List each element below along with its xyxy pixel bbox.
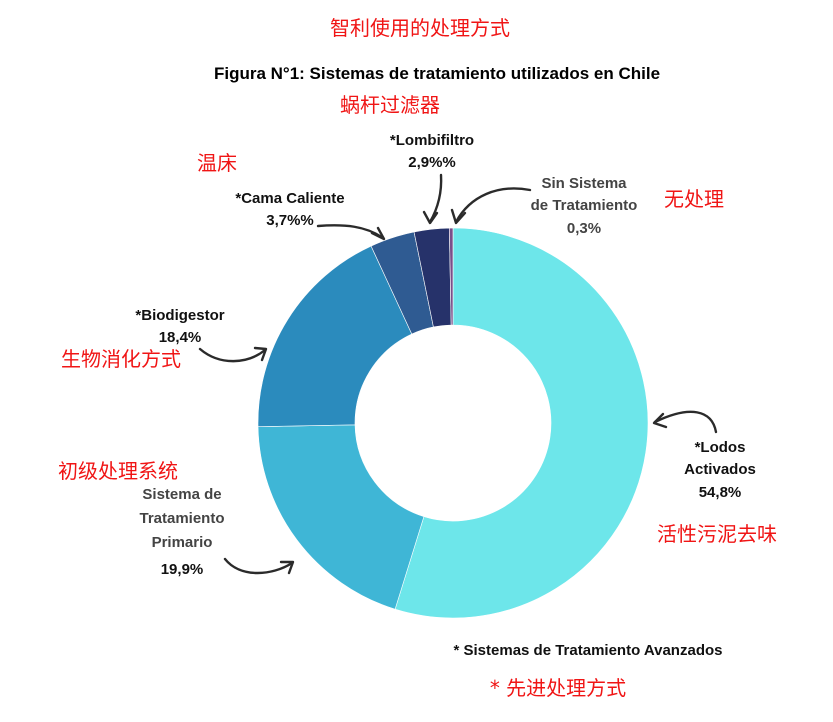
slice-label-lodos-line2: Activados xyxy=(684,461,756,478)
annotation-lombifiltro-cn: 蜗杆过滤器 xyxy=(340,93,440,117)
slice-label-lombifiltro: *Lombifiltro xyxy=(390,132,474,149)
arrow-lodos xyxy=(652,410,718,434)
slice-value-lodos: 54,8% xyxy=(699,484,742,501)
slice-label-sin-sistema-line2: de Tratamiento xyxy=(531,197,638,214)
annotation-top-cn: 智利使用的处理方式 xyxy=(330,16,510,40)
annotation-biodigestor-cn: 生物消化方式 xyxy=(61,347,181,371)
arrow-lombifiltro xyxy=(422,173,443,225)
slice-value-biodigestor: 18,4% xyxy=(159,329,202,346)
annotation-primario-cn: 初级处理系统 xyxy=(58,459,178,483)
slice-label-primario-line2: Tratamiento xyxy=(139,510,224,527)
slice-label-cama-caliente: *Cama Caliente xyxy=(235,190,344,207)
slice-value-lombifiltro: 2,9%% xyxy=(408,154,456,171)
donut-slices xyxy=(257,227,649,619)
arrow-primario xyxy=(223,557,295,575)
chart-title: Figura N°1: Sistemas de tratamiento util… xyxy=(214,64,660,83)
slice-label-biodigestor: *Biodigestor xyxy=(135,307,224,324)
slice-value-sin-sistema: 0,3% xyxy=(567,220,601,237)
slice-label-sin-sistema-line1: Sin Sistema xyxy=(541,175,627,192)
slice-value-primario: 19,9% xyxy=(161,561,204,578)
annotation-sin-cn: 无处理 xyxy=(664,187,724,211)
donut-slice-sin-sistema xyxy=(449,227,454,326)
slice-value-cama-caliente: 3,7%% xyxy=(266,212,314,229)
annotation-cama-cn: 温床 xyxy=(197,151,237,175)
arrow-sin-sistema xyxy=(450,187,532,225)
donut-slice-tratamiento-primario xyxy=(257,424,425,610)
chart-footnote: * Sistemas de Tratamiento Avanzados xyxy=(454,642,723,659)
slice-label-primario-line1: Sistema de xyxy=(142,486,221,503)
donut-slice-biodigestor xyxy=(257,245,413,427)
annotation-lodos-cn: 活性污泥去味 xyxy=(657,522,777,546)
annotation-avanzados-cn: * 先进处理方式 xyxy=(490,676,626,700)
slice-label-primario-line3: Primario xyxy=(152,534,213,551)
donut-slice-lodos-activados xyxy=(394,227,649,619)
arrow-cama-caliente xyxy=(316,224,386,241)
slice-label-lodos-line1: *Lodos xyxy=(695,439,746,456)
arrow-biodigestor xyxy=(198,346,268,363)
